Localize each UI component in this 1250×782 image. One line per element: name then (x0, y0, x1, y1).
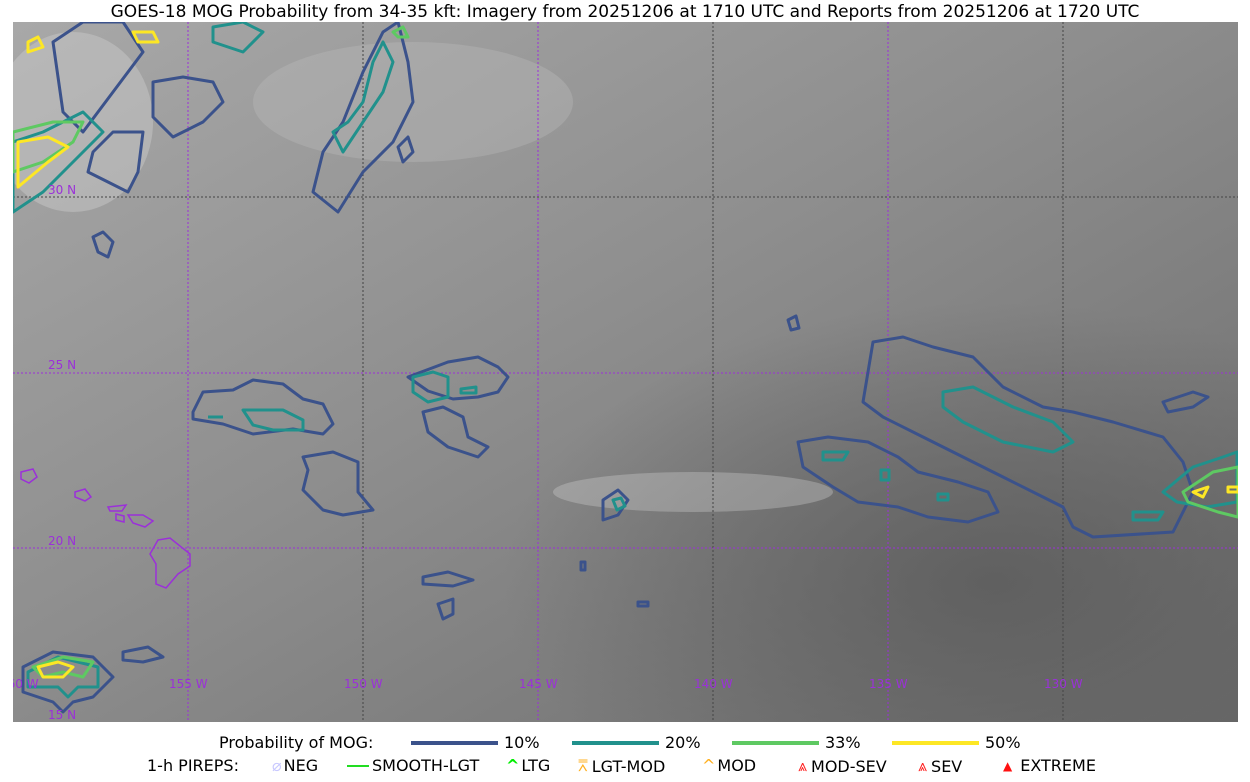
legend-label: NEG (283, 756, 319, 775)
mog-contours (13, 22, 1238, 714)
legend-label: MOD-SEV (811, 756, 887, 776)
pirep-mod-sev: ⩓ MOD-SEV (798, 756, 887, 776)
legend-label: SEV (931, 756, 963, 776)
contour-10pct (21, 22, 1210, 714)
graticule (13, 22, 1238, 722)
legend-label: 20% (665, 733, 701, 752)
double-caret-icon: ⩓ (918, 756, 928, 775)
legend-label: LGT-MOD (591, 756, 666, 776)
triangle-icon: ▲ (1003, 758, 1013, 773)
caret-icon: ^ (702, 756, 716, 775)
pirep-neg: ⌀ NEG (272, 756, 318, 775)
legend-item-10: 10% (411, 733, 540, 752)
lon-label-140w: 140 W (694, 677, 733, 691)
coastlines (20, 468, 191, 589)
line-icon (347, 764, 369, 767)
neg-icon: ⌀ (272, 756, 282, 775)
lon-label-150w: 150 W (344, 677, 383, 691)
legend-item-50: 50% (892, 733, 1021, 752)
swatch-20 (572, 740, 659, 745)
contour-50pct (16, 30, 1238, 679)
legend-label: MOD (717, 756, 757, 775)
hat-icon: ⩞ (578, 756, 588, 775)
pirep-lgt-mod: ⩞ LGT-MOD (578, 756, 665, 776)
legend-label: 33% (825, 733, 861, 752)
satellite-map: 30 N 25 N 20 N 15 N 160 W 155 W 150 W 14… (13, 22, 1238, 722)
lon-label-145w: 145 W (519, 677, 558, 691)
legend-label: EXTREME (1020, 756, 1096, 775)
lat-label-15n: 15 N (48, 708, 77, 722)
pirep-ltg: ^ LTG (506, 756, 550, 775)
pirep-mod: ^ MOD (702, 756, 756, 775)
pirep-smooth-lgt: SMOOTH-LGT (347, 756, 479, 775)
legend-label: 10% (504, 733, 540, 752)
pireps-legend-title: 1-h PIREPS: (147, 756, 239, 775)
swatch-33 (732, 740, 819, 745)
lat-label-25n: 25 N (48, 358, 77, 372)
map-title: GOES-18 MOG Probability from 34-35 kft: … (110, 2, 1140, 22)
legend-item-20: 20% (572, 733, 701, 752)
lon-label-130w: 130 W (1044, 677, 1083, 691)
legend-label: LTG (521, 756, 551, 775)
lon-label-135w: 135 W (869, 677, 908, 691)
legend-label: SMOOTH-LGT (372, 756, 480, 775)
lat-label-20n: 20 N (48, 534, 77, 548)
double-caret-icon: ⩓ (798, 756, 808, 775)
lon-label-160w: 160 W (13, 677, 39, 691)
swatch-10 (411, 740, 498, 745)
contour-20pct (13, 22, 1238, 699)
map-canvas (13, 22, 1238, 722)
probability-legend-title: Probability of MOG: (219, 733, 374, 752)
caret-icon: ^ (506, 756, 520, 775)
swatch-50 (892, 740, 979, 745)
pirep-sev: ⩓ SEV (918, 756, 962, 776)
legend-item-33: 33% (732, 733, 861, 752)
pirep-extreme: ▲ EXTREME (1003, 756, 1096, 775)
legend-label: 50% (985, 733, 1021, 752)
lat-label-30n: 30 N (48, 183, 77, 197)
lon-label-155w: 155 W (169, 677, 208, 691)
